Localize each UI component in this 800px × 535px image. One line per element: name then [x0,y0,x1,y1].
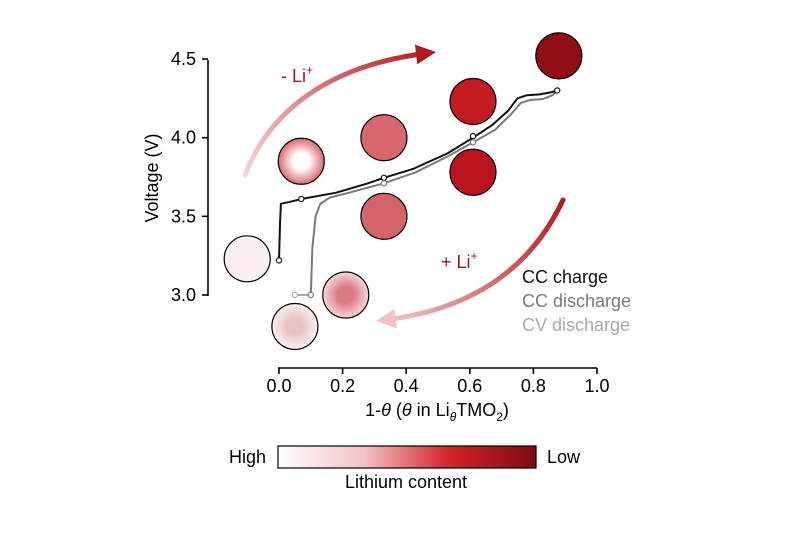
x-axis-label-theta: θ [381,400,391,420]
x-axis-label-subscript: 2 [496,410,503,424]
legend-entry-cv-discharge: CV discharge [522,315,630,335]
colorbar-high-label: High [229,447,266,467]
series-line [309,89,558,296]
series-marker [380,174,388,181]
x-tick-label: 0.2 [330,376,355,396]
particle [271,302,319,351]
particle [535,32,583,80]
particle [360,192,408,240]
particle [322,271,370,319]
curves [275,87,561,299]
colorbar-title: Lithium content [345,472,467,492]
x-axis-label-theta: θ [402,400,412,420]
lithiation-label-sup: + [471,249,478,263]
particle [223,235,271,283]
y-tick-label: 4.0 [171,128,196,148]
x-tick-label: 0.8 [521,376,546,396]
series-line [278,89,558,261]
y-tick-label: 4.5 [171,49,196,69]
series-marker [275,257,283,264]
x-axis-label-part: ( [391,400,402,420]
delithiation-arrow [242,44,436,178]
lithiation-label-main: + Li [441,252,471,272]
particle [360,114,408,162]
series-marker [307,291,314,299]
colorbar-gradient [277,445,537,469]
legend-entry-cc-discharge: CC discharge [522,291,631,311]
series-marker [469,132,477,140]
x-axis-label-part: in Li [412,400,450,420]
axes [207,60,597,369]
delithiation-label-main: - Li [281,66,306,86]
y-tick-label: 3.5 [171,206,196,226]
colorbar: High Low Lithium content [229,445,581,492]
particle [277,137,325,185]
series-marker [380,180,388,187]
x-axis-label-part: TMO [456,400,496,420]
x-tick-label: 1.0 [584,376,609,396]
x-tick-label: 0.6 [457,376,482,396]
lithiation-label: + Li+ [441,249,478,272]
series-marker [469,139,477,146]
particle [449,148,497,196]
x-ticks: 0.0 0.2 0.4 0.6 0.8 1.0 [266,368,610,396]
particles [223,32,583,351]
x-axis-label-part: 1- [365,400,381,420]
y-tick-label: 3.0 [171,285,196,305]
series-marker [298,195,305,203]
y-axis-label: Voltage (V) [142,133,162,222]
x-axis-label: 1-θ (θ in LiθTMO2) [365,400,509,424]
legend-entry-cc-charge: CC charge [522,267,608,287]
x-tick-label: 0.0 [266,376,291,396]
delithiation-label-sup: + [306,63,313,77]
series-marker [291,291,299,299]
x-axis-label-subscript: θ [450,410,457,424]
colorbar-low-label: Low [547,447,581,467]
series-marker [554,87,561,94]
x-tick-label: 0.4 [394,376,419,396]
y-ticks: 3.0 3.5 4.0 4.5 [171,49,208,305]
lithiation-arrow [376,197,566,329]
x-axis-label-part: ) [503,400,509,420]
legend: CC charge CC discharge CV discharge [522,267,631,335]
particle [449,77,497,126]
delithiation-label: - Li+ [281,63,313,86]
